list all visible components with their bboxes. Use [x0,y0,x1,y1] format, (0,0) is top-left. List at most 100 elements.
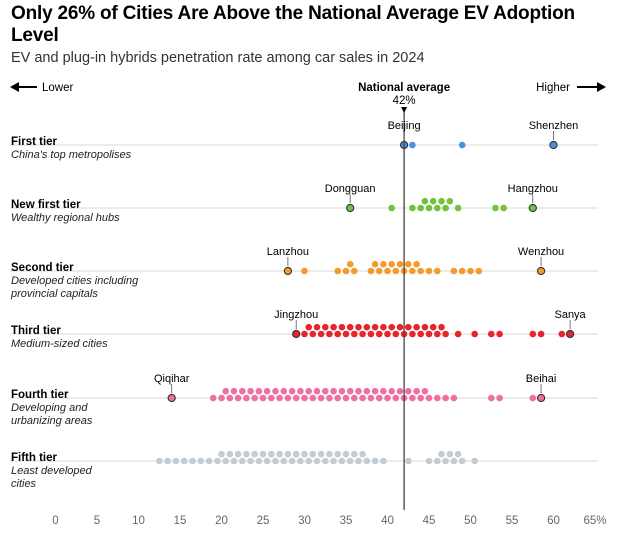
callout-jingzhou: Jingzhou [274,309,318,321]
callout-wenzhou: Wenzhou [518,246,564,258]
data-point [438,197,445,205]
data-point [434,204,441,212]
data-point [500,204,508,212]
x-tick-label: 10 [132,515,145,527]
data-point [351,394,358,402]
data-point [450,457,458,465]
data-point [388,387,396,395]
data-point [375,267,383,275]
data-point [446,450,454,458]
data-point [429,197,437,205]
x-tick-label: 20 [215,515,228,527]
data-point [313,457,321,465]
data-point [442,394,449,402]
data-point [367,394,375,402]
callout-hangzhou: Hangzhou [508,183,558,195]
tier-description-3: Developed cities including [11,275,139,287]
data-point [346,323,354,331]
data-point [492,204,499,212]
data-point [409,267,416,275]
data-point [226,394,234,402]
callout-sanya: Sanya [554,309,586,321]
data-point [529,394,537,402]
tier-name-5: Fourth tier [11,389,69,401]
data-point [218,394,225,402]
data-point [537,330,545,338]
data-point [247,457,254,465]
data-point [326,394,333,402]
data-point [396,323,404,331]
national-average-value: 42% [393,95,416,107]
data-point [488,330,495,338]
data-point [380,323,387,331]
data-point [434,267,441,275]
data-point [338,323,346,331]
data-point [442,204,449,212]
data-point [292,329,301,339]
x-axis: 0 5 10 15 20 25 30 35 40 45 50 55 60 65% [52,515,606,527]
data-point [322,457,329,465]
data-point [313,323,321,331]
data-point [189,457,196,465]
data-point [425,204,433,212]
data-point [375,394,383,402]
chart-title: Only 26% of Cities Are Above the Nationa… [11,3,575,46]
tier-name-2: New first tier [11,199,81,211]
national-average-marker [401,107,408,113]
data-point [301,450,308,458]
data-point [268,450,275,458]
tier-description-2: Wealthy regional hubs [11,212,120,224]
x-tick-label: 65% [583,515,606,527]
data-point [392,330,400,338]
data-point [380,260,387,268]
data-point [222,457,229,465]
data-point [529,330,537,338]
data-point [334,330,342,338]
data-point [388,260,396,268]
tier-description-6: cities [11,478,37,490]
data-point [280,387,288,395]
national-average-reference: National average 42% [358,82,450,510]
data-point [421,323,429,331]
data-point [317,450,325,458]
data-point [367,267,375,275]
data-point [429,323,437,331]
data-point [454,450,462,458]
data-point [334,394,342,402]
data-point [438,450,445,458]
data-point [292,450,300,458]
data-point [180,457,188,465]
data-point [450,394,458,402]
data-point [214,457,221,465]
x-tick-label: 60 [547,515,560,527]
x-tick-label: 25 [257,515,270,527]
data-point [326,450,333,458]
data-point [301,394,308,402]
data-point [301,267,308,275]
data-point [371,260,379,268]
data-point [558,330,566,338]
data-point [301,330,308,338]
data-point [371,457,379,465]
tier-name-6: Fifth tier [11,452,58,464]
data-point [565,329,575,339]
data-point [330,457,337,465]
data-point [450,267,458,275]
callout-qiqihar: Qiqihar [154,373,190,385]
higher-arrow-icon [577,82,606,92]
data-point [536,393,546,403]
data-point [351,267,358,275]
data-point [409,330,416,338]
data-point [425,330,433,338]
data-point [380,387,387,395]
x-tick-label: 15 [174,515,187,527]
chart-subtitle: EV and plug-in hybrids penetration rate … [11,50,425,66]
tier-description-5: Developing and [11,402,88,414]
data-point [454,330,462,338]
data-point [234,450,242,458]
data-point [471,457,479,465]
data-point [342,330,350,338]
data-point [309,394,317,402]
